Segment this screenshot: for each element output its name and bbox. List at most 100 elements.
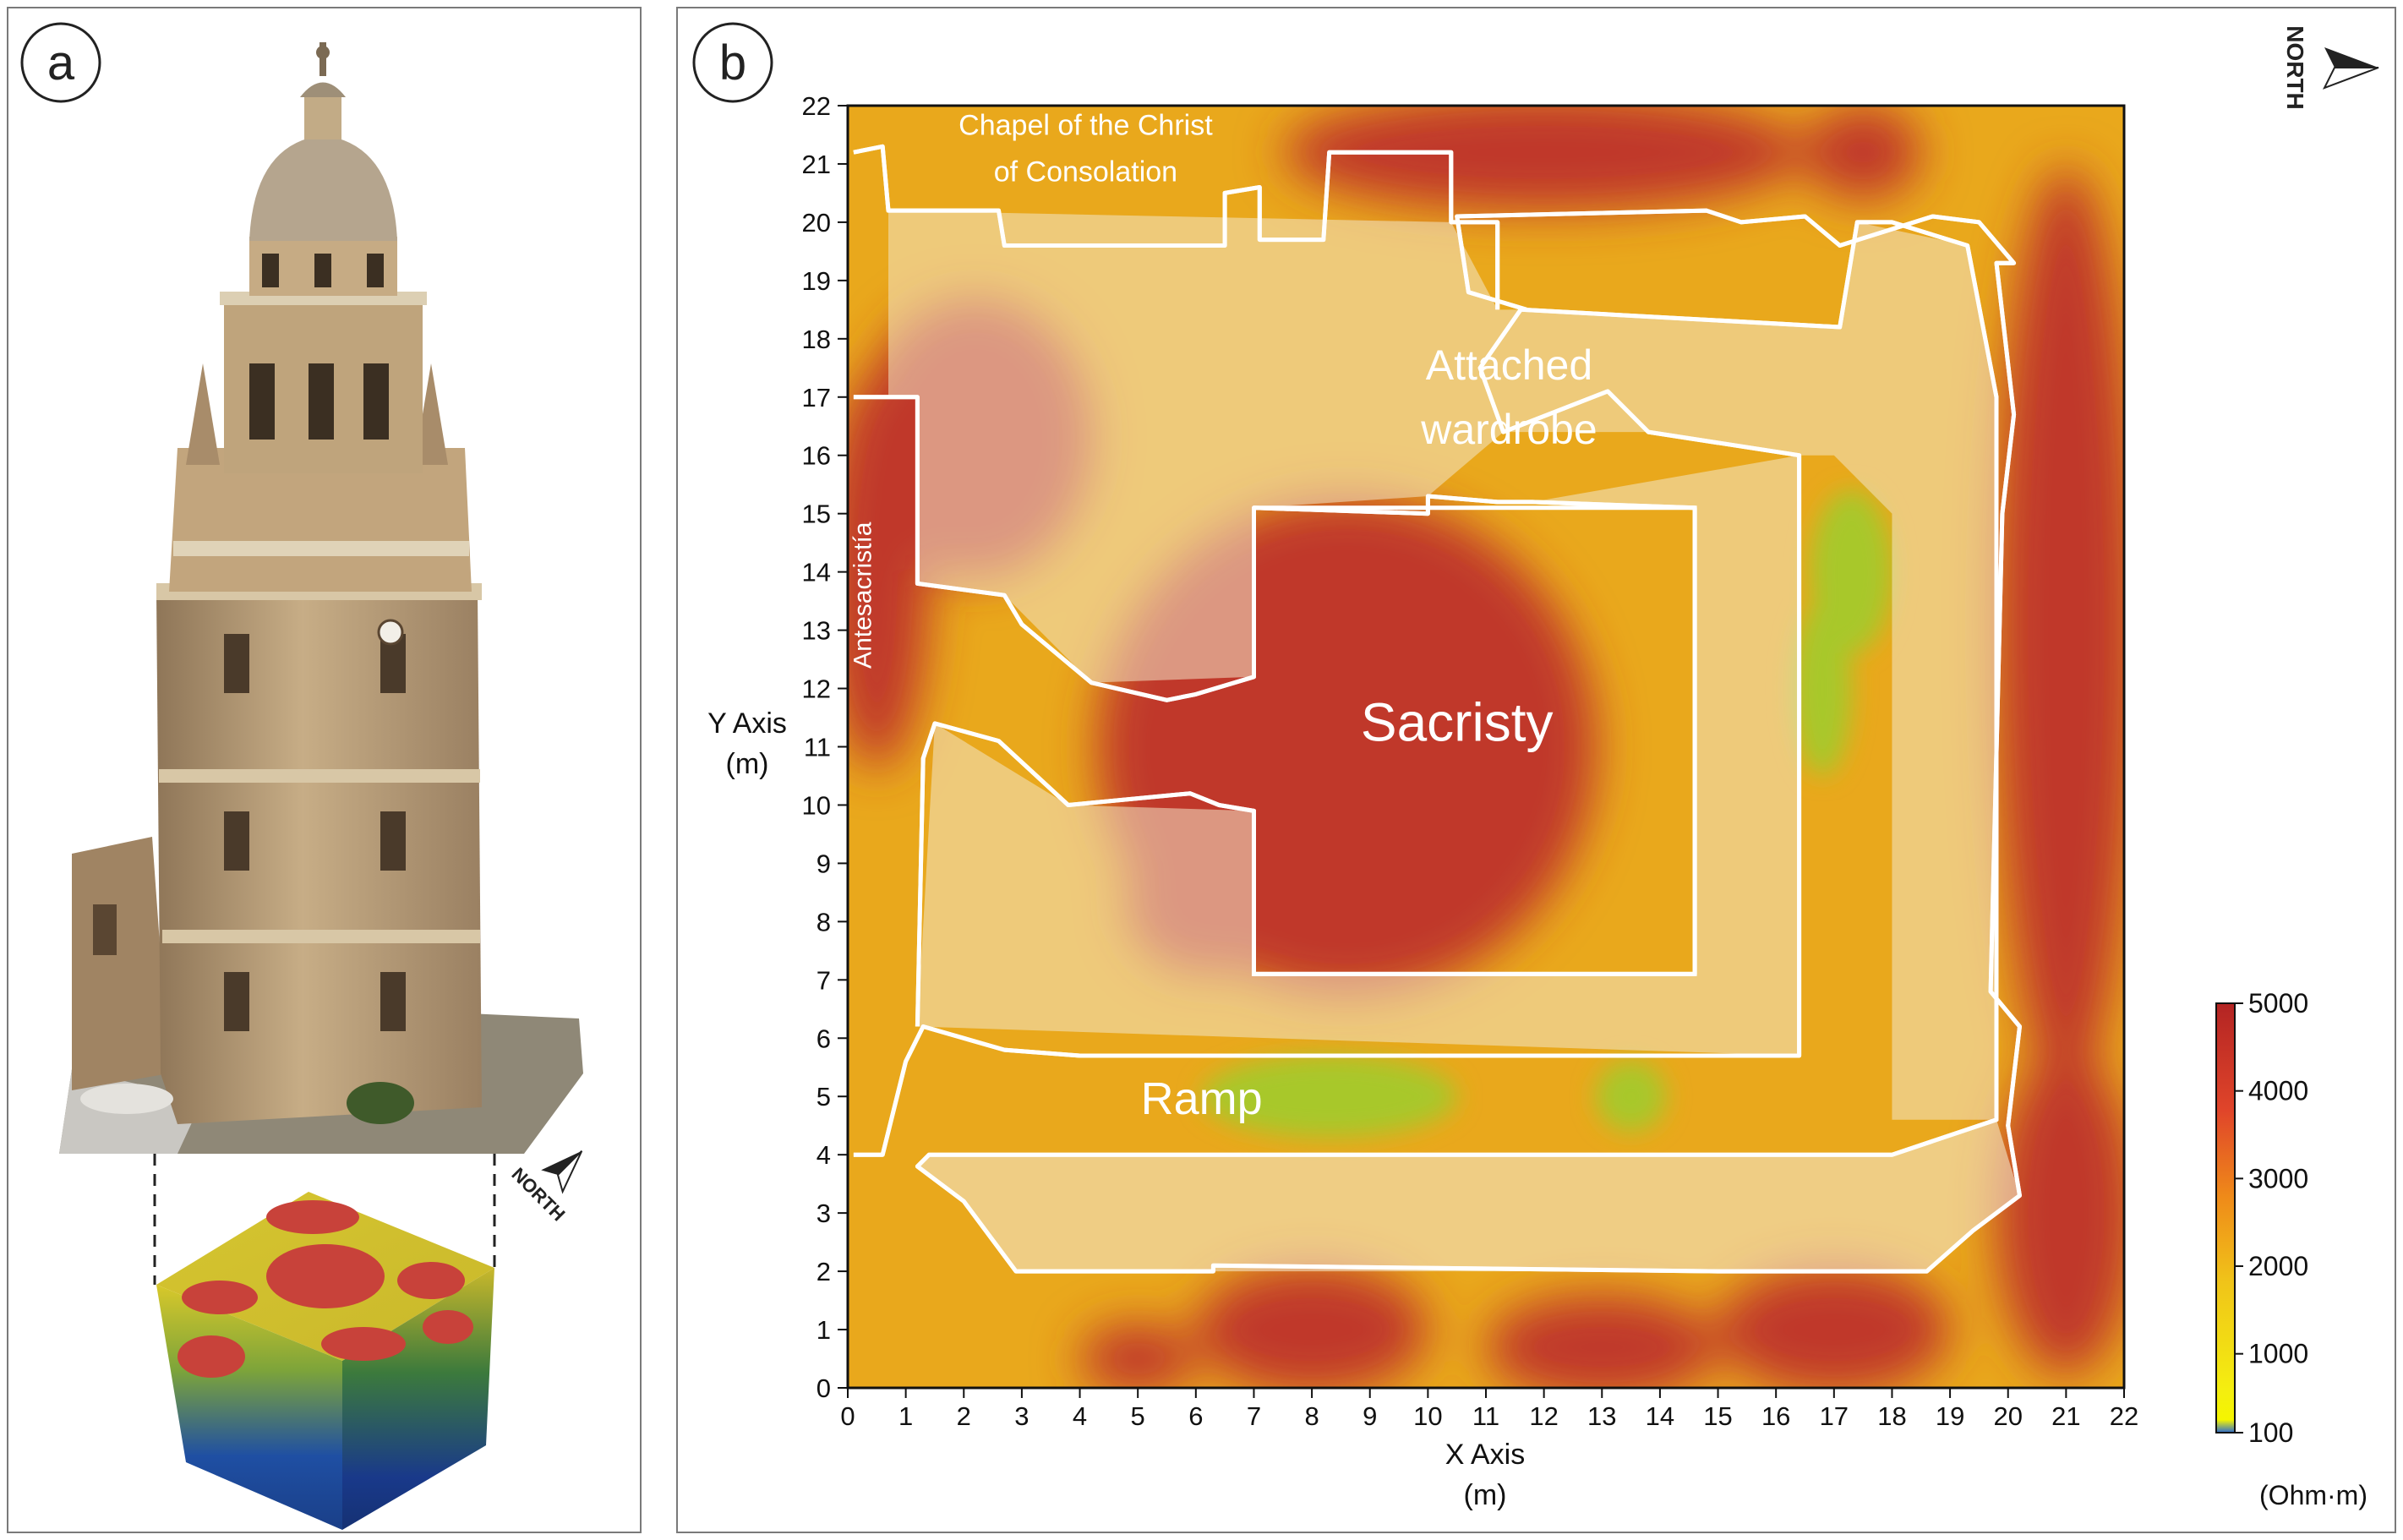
x-tick-label: 17 — [1820, 1401, 1849, 1431]
heatmap-low-zones — [1201, 490, 1892, 1138]
y-tick-label: 17 — [802, 383, 831, 412]
x-axis-ticks: 0 1 2 3 4 5 6 7 8 9 10 11 12 13 14 15 16 17 18 19 20 21 22 — [840, 1388, 2138, 1431]
low-resistivity-zone-2 — [1793, 601, 1852, 776]
x-tick-label: 3 — [1014, 1401, 1029, 1431]
corridor-overlay — [917, 455, 1800, 1056]
room-label-4: Sacristy — [1361, 692, 1554, 753]
colorbar-gradient — [2215, 1002, 2236, 1434]
y-tick-label: 18 — [802, 325, 831, 354]
x-tick-label: 2 — [957, 1401, 971, 1431]
colorbar-tick-label: 3000 — [2248, 1163, 2308, 1193]
x-axis-unit: (m) — [1464, 1479, 1507, 1511]
panel-b-label: b — [692, 22, 773, 103]
room-label-0: Chapel of the Christ — [958, 109, 1213, 141]
x-tick-label: 7 — [1247, 1401, 1261, 1431]
y-tick-label: 12 — [802, 674, 831, 704]
south-corridor-overlay — [917, 1119, 2020, 1272]
colorbar-tick-label: 5000 — [2248, 988, 2308, 1018]
y-tick-label: 15 — [802, 500, 831, 529]
y-tick-label: 11 — [804, 733, 831, 762]
x-tick-label: 19 — [1936, 1401, 1964, 1431]
y-tick-label: 21 — [802, 150, 831, 179]
x-tick-label: 21 — [2051, 1401, 2080, 1431]
wall-outline-top-1 — [853, 144, 1500, 310]
wall-outline-top-2 — [853, 395, 1697, 1027]
y-tick-label: 20 — [802, 208, 831, 238]
panel-a: a — [7, 7, 642, 1533]
cathedral-tower-photo — [59, 42, 583, 1154]
y-tick-label: 8 — [816, 907, 831, 937]
x-tick-label: 18 — [1877, 1401, 1906, 1431]
y-tick-label: 7 — [816, 965, 831, 995]
x-tick-label: 15 — [1703, 1401, 1732, 1431]
y-tick-label: 22 — [802, 91, 831, 121]
room-label-5: Ramp — [1141, 1073, 1263, 1124]
y-tick-label: 14 — [802, 558, 831, 587]
resistivity-map-chart: b NORTH 0 1 2 3 4 5 6 7 8 9 10 11 12 13 14 15 16 17 18 19 20… — [692, 22, 2379, 1511]
y-tick-label: 6 — [816, 1024, 831, 1053]
x-tick-label: 9 — [1363, 1401, 1377, 1431]
svg-text:a: a — [47, 35, 75, 90]
y-tick-label: 9 — [816, 849, 831, 878]
wall-overlays — [853, 144, 2022, 1274]
colorbar-ticks: 5000 4000 3000 2000 1000 100 — [2235, 988, 2308, 1448]
sacristy-outline — [1251, 505, 1697, 976]
y-tick-label: 19 — [802, 266, 831, 296]
x-tick-label: 11 — [1472, 1401, 1499, 1431]
x-tick-label: 6 — [1188, 1401, 1203, 1431]
low-resistivity-zone-0 — [1201, 1056, 1457, 1138]
x-tick-label: 14 — [1646, 1401, 1674, 1431]
room-label-6: Antesacristía — [849, 522, 877, 669]
x-tick-label: 20 — [1993, 1401, 2022, 1431]
x-tick-label: 13 — [1587, 1401, 1616, 1431]
y-axis-label: Y Axis — [707, 707, 787, 740]
high-resistivity-zone-5 — [1195, 1265, 1428, 1388]
x-tick-label: 22 — [2110, 1401, 2138, 1431]
svg-text:NORTH: NORTH — [2282, 25, 2308, 110]
colorbar-tick-label: 2000 — [2248, 1251, 2308, 1281]
room-labels: Chapel of the Christ of Consolation Attach… — [849, 109, 1597, 1123]
x-tick-label: 16 — [1761, 1401, 1790, 1431]
y-tick-label: 13 — [802, 616, 831, 646]
high-resistivity-zone-6 — [1486, 1294, 1718, 1388]
colorbar-tick-label: 4000 — [2248, 1076, 2308, 1106]
y-tick-label: 1 — [816, 1315, 831, 1345]
colorbar: 5000 4000 3000 2000 1000 100 (Ohm·m) — [2215, 988, 2368, 1510]
x-tick-label: 4 — [1073, 1401, 1087, 1431]
room-label-2: Attached — [1426, 341, 1592, 389]
x-tick-label: 5 — [1131, 1401, 1145, 1431]
panel-a-label: a — [20, 22, 101, 103]
high-resistivity-zone-7 — [1718, 1265, 1951, 1388]
y-axis-unit: (m) — [726, 748, 769, 780]
y-tick-label: 10 — [802, 790, 831, 820]
y-tick-label: 5 — [816, 1082, 831, 1111]
svg-text:b: b — [719, 35, 746, 90]
colorbar-tick-label: 1000 — [2248, 1339, 2308, 1369]
colorbar-unit: (Ohm·m) — [2259, 1480, 2368, 1510]
y-tick-label: 3 — [816, 1199, 831, 1228]
colorbar-tick-label: 100 — [2248, 1417, 2293, 1448]
resistivity-cube-3d — [156, 1192, 494, 1530]
x-tick-label: 0 — [840, 1401, 855, 1431]
panel-a-figure: a — [20, 22, 583, 1530]
wall-outline-top-0 — [853, 208, 2022, 1274]
y-tick-label: 2 — [816, 1257, 831, 1286]
x-tick-label: 10 — [1413, 1401, 1442, 1431]
y-tick-label: 16 — [802, 441, 831, 471]
low-resistivity-zone-3 — [1596, 1062, 1666, 1132]
high-resistivity-zone-2 — [1996, 1051, 2124, 1376]
room-label-1: of Consolation — [994, 156, 1177, 188]
high-resistivity-zone-1 — [1996, 166, 2124, 1095]
y-tick-label: 4 — [816, 1140, 831, 1170]
north-arrow: NORTH — [2282, 25, 2379, 110]
x-tick-label: 12 — [1529, 1401, 1558, 1431]
y-tick-label: 0 — [816, 1373, 831, 1403]
x-axis-label: X Axis — [1445, 1439, 1525, 1471]
high-resistivity-zone-3 — [1282, 106, 1805, 210]
high-resistivity-zone-8 — [1079, 1324, 1196, 1388]
north-corridor-overlay — [888, 210, 1996, 1120]
x-tick-label: 1 — [898, 1401, 913, 1431]
panel-b: b NORTH 0 1 2 3 4 5 6 7 8 9 10 11 12 13 14 15 16 17 18 19 20… — [676, 7, 2396, 1533]
x-tick-label: 8 — [1304, 1401, 1319, 1431]
